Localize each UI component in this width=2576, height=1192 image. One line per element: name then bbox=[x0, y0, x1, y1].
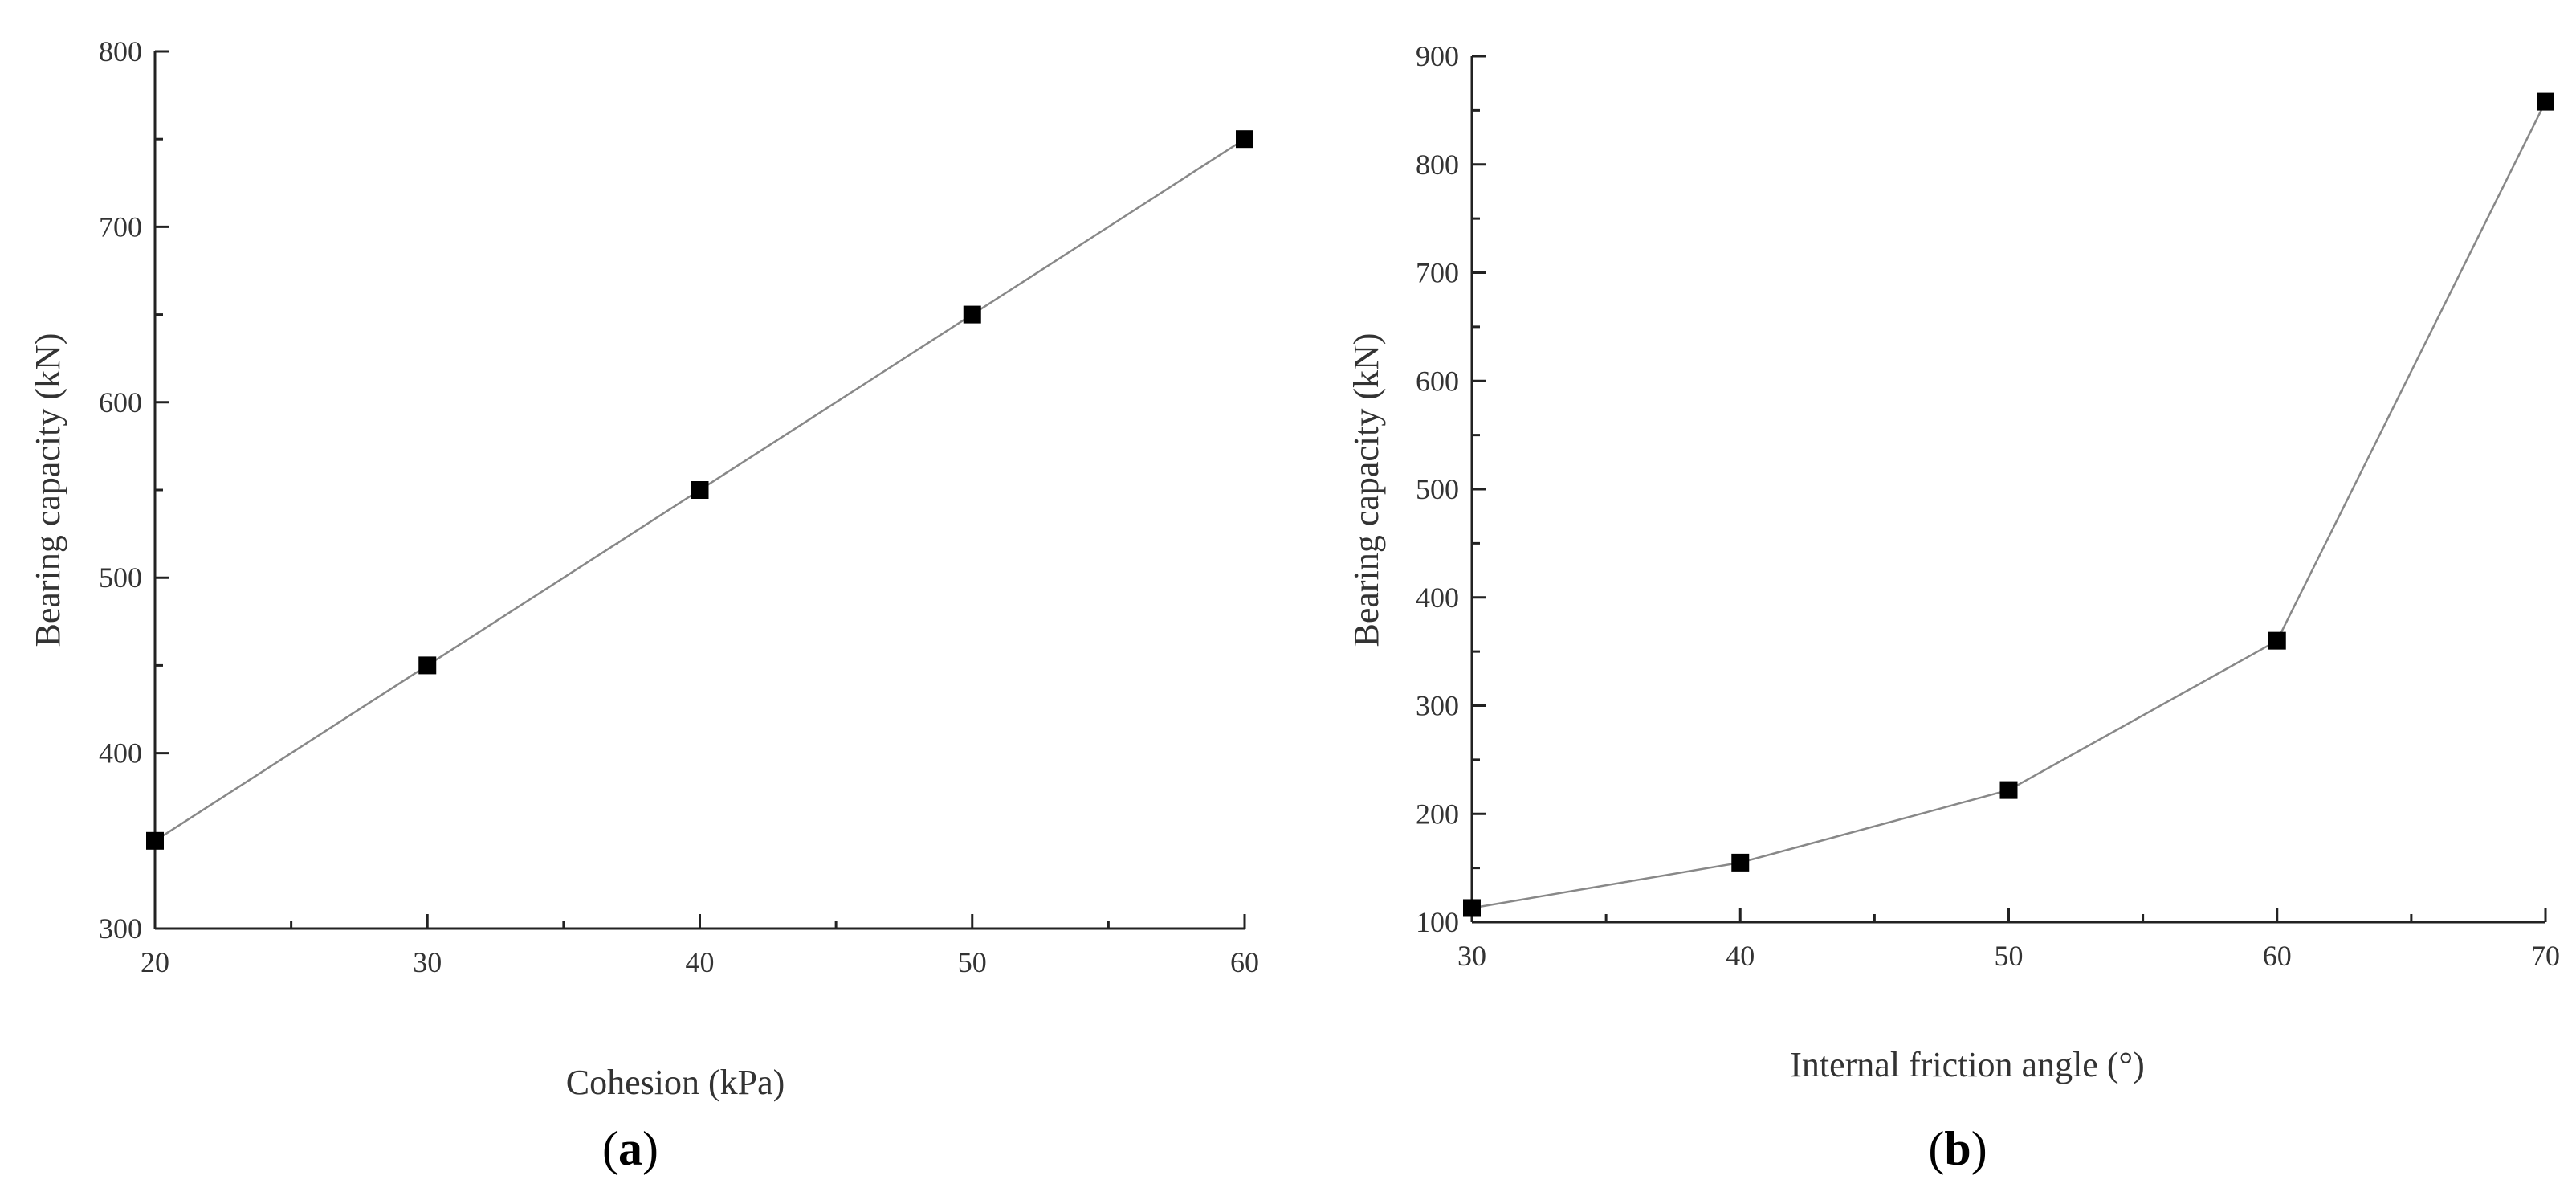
x-tick-label: 20 bbox=[141, 946, 169, 978]
y-tick-label: 200 bbox=[1416, 798, 1459, 830]
y-tick-label: 600 bbox=[99, 386, 142, 418]
x-tick-label: 60 bbox=[2263, 940, 2292, 972]
x-axis-title-b: Internal friction angle (°) bbox=[1790, 1045, 2145, 1084]
y-tick-label: 300 bbox=[99, 912, 142, 945]
data-point-marker bbox=[146, 831, 164, 850]
data-point-marker bbox=[1999, 781, 2018, 799]
y-tick-label: 100 bbox=[1416, 906, 1459, 938]
axes-b: 30 40 50 60 70 100 200 300 400 500 600 700 800 900 bbox=[1416, 40, 2560, 972]
axes-a: 20 30 40 50 60 300 400 500 600 700 800 bbox=[99, 35, 1259, 978]
x-tick-label: 50 bbox=[958, 946, 987, 978]
y-tick-label: 500 bbox=[99, 561, 142, 594]
y-tick-label: 800 bbox=[1416, 149, 1459, 181]
series-b bbox=[1463, 92, 2554, 917]
series-a bbox=[146, 130, 1253, 850]
y-tick-label: 900 bbox=[1416, 40, 1459, 72]
y-axis-title-a: Bearing capacity (kN) bbox=[28, 333, 67, 647]
panel-label-b: (b) bbox=[1928, 1122, 1987, 1175]
x-axis-title-a: Cohesion (kPa) bbox=[566, 1063, 785, 1102]
data-point-marker bbox=[1463, 899, 1481, 917]
x-tick-label: 40 bbox=[1726, 940, 1755, 972]
x-tick-label: 30 bbox=[413, 946, 442, 978]
x-tick-label: 40 bbox=[686, 946, 715, 978]
x-tick-label: 60 bbox=[1230, 946, 1259, 978]
chart-panel-a: 20 30 40 50 60 300 400 500 600 700 800 Cohesion (k… bbox=[28, 35, 1259, 1175]
x-tick-label: 30 bbox=[1457, 940, 1486, 972]
y-tick-label: 600 bbox=[1416, 365, 1459, 397]
y-tick-label: 500 bbox=[1416, 473, 1459, 505]
data-point-marker bbox=[691, 481, 709, 499]
panel-label-a: (a) bbox=[602, 1122, 658, 1175]
data-point-marker bbox=[1731, 853, 1750, 872]
y-tick-label: 700 bbox=[99, 210, 142, 243]
data-point-marker bbox=[418, 656, 437, 675]
data-point-marker bbox=[1236, 130, 1253, 149]
y-tick-label: 800 bbox=[99, 35, 142, 67]
y-tick-label: 700 bbox=[1416, 257, 1459, 289]
y-tick-label: 300 bbox=[1416, 690, 1459, 722]
y-tick-label: 400 bbox=[1416, 582, 1459, 614]
chart-panel-b: 30 40 50 60 70 100 200 300 400 500 600 700 800 900 In… bbox=[1347, 40, 2560, 1175]
data-point-marker bbox=[963, 305, 981, 324]
y-tick-label: 400 bbox=[99, 737, 142, 769]
x-tick-label: 70 bbox=[2531, 940, 2560, 972]
y-axis-title-b: Bearing capacity (kN) bbox=[1347, 333, 1386, 647]
data-point-marker bbox=[2268, 631, 2286, 650]
data-point-marker bbox=[2537, 92, 2554, 111]
x-tick-label: 50 bbox=[1995, 940, 2024, 972]
